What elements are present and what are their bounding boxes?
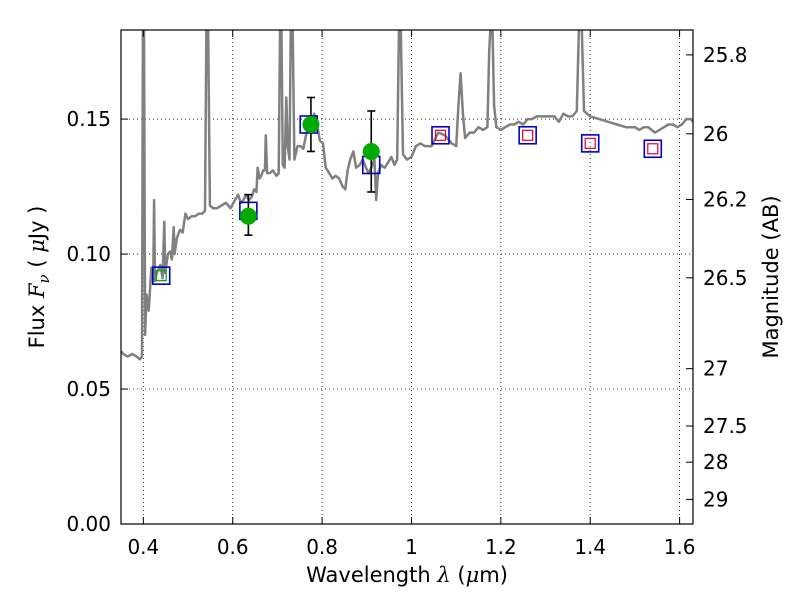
model-photometry-inner-square <box>584 137 596 149</box>
x-tick-label: 1.6 <box>664 535 696 559</box>
mag-tick-label: 26 <box>703 122 728 146</box>
observed-point <box>239 207 257 225</box>
x-axis-label: Wavelength λ (μm) <box>306 563 508 587</box>
x-tick-label: 0.6 <box>217 535 249 559</box>
mag-tick-label: 25.8 <box>703 43 748 67</box>
mag-tick-label: 27.5 <box>703 414 748 438</box>
plot-clip-area <box>121 30 693 361</box>
model-photometry-markers <box>151 115 663 285</box>
model-photometry-square <box>643 139 663 159</box>
x-tick-label: 1 <box>405 535 418 559</box>
model-photometry-inner-square <box>522 129 534 141</box>
mag-tick-label: 26.5 <box>703 266 748 290</box>
y2-axis-label: Magnitude (AB) <box>759 195 783 358</box>
model-photometry-inner-square <box>434 129 447 141</box>
x-tick-label: 0.4 <box>127 535 159 559</box>
magnitude-tick-labels: 25.8 26 26.2 26.5 27 27.5 28 29 <box>703 43 748 511</box>
model-photometry-square <box>580 134 600 153</box>
plot-frame <box>120 29 694 525</box>
tick-marks <box>121 30 693 525</box>
model-photometry-square <box>151 266 171 285</box>
model-photometry-inner-square <box>155 270 167 282</box>
x-tick-label: 0.8 <box>306 535 338 559</box>
y-tick-label: 0.10 <box>66 242 111 266</box>
mag-tick-label: 26.2 <box>703 187 748 211</box>
observed-point <box>302 115 320 133</box>
x-tick-label: 1.4 <box>574 535 606 559</box>
y-tick-label: 0.00 <box>66 512 111 536</box>
y-tick-label: 0.15 <box>66 107 111 131</box>
model-photometry-inner-square <box>647 143 659 155</box>
y-axis-label: Flux Fν ( μJy ) <box>25 206 53 349</box>
x-tick-label: 1.2 <box>485 535 517 559</box>
mag-tick-label: 27 <box>703 357 728 381</box>
observed-point <box>362 142 380 160</box>
mag-tick-label: 29 <box>703 487 728 511</box>
model-spectrum-line <box>121 30 693 361</box>
x-tick-labels: 0.4 0.6 0.8 1 1.2 1.4 1.6 <box>127 535 695 559</box>
observed-photometry-points <box>239 96 380 236</box>
model-photometry-square <box>431 125 450 145</box>
mag-tick-label: 28 <box>703 450 728 474</box>
y-tick-labels: 0.00 0.05 0.10 0.15 <box>66 107 111 536</box>
model-photometry-square <box>518 125 537 145</box>
y-tick-label: 0.05 <box>66 377 111 401</box>
